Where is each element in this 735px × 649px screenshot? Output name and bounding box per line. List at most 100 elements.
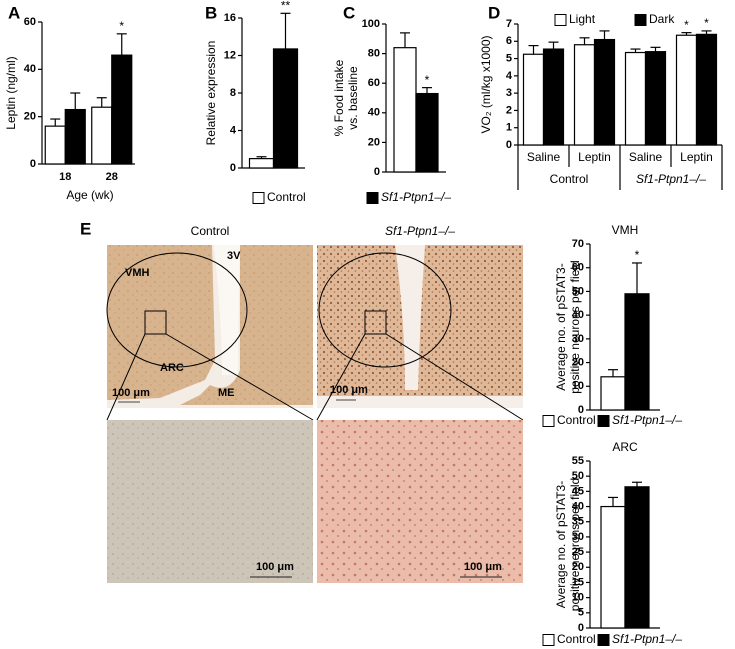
y-tick-label: 1: [506, 122, 512, 134]
y-tick-label: 0: [506, 139, 512, 151]
y-tick-label: 20: [572, 356, 584, 368]
y-tick-label: 4: [230, 124, 237, 136]
y-axis-label: Leptin (ng/ml): [4, 56, 18, 129]
y-tick-label: 40: [24, 63, 36, 75]
legend-swatch: [542, 415, 555, 427]
bar: [600, 376, 626, 411]
x-tick-label: 18: [59, 171, 71, 183]
x-tick-label: Leptin: [578, 150, 611, 164]
bar: [600, 505, 626, 629]
scale-label: 100 μm: [112, 387, 150, 399]
y-tick-label: 60: [572, 262, 584, 274]
panel-label: E: [80, 219, 91, 238]
legend-swatch: [366, 192, 379, 204]
region-label: ARC: [160, 362, 184, 374]
group-label: Sf1-Ptpn1–/–: [636, 172, 706, 186]
x-tick-label: Saline: [527, 150, 561, 164]
bar: [415, 92, 439, 173]
region-outline: [318, 252, 452, 368]
y-tick-label: 8: [230, 87, 236, 99]
significance: **: [281, 0, 291, 12]
scale-label: 100 μm: [330, 384, 368, 396]
y-tick-label: 80: [368, 48, 380, 60]
region-label: ME: [218, 387, 235, 399]
x-tick-label: 28: [106, 171, 118, 183]
legend-label: Sf1-Ptpn1–/–: [381, 190, 451, 204]
legend-swatch: [597, 634, 610, 646]
y-tick-label: 30: [572, 333, 584, 345]
x-axis-label: Age (wk): [66, 188, 113, 202]
micrograph-texture: [317, 420, 523, 583]
y-axis-label: % Food intake: [332, 59, 346, 136]
bar: [573, 44, 596, 146]
y-tick-label: 70: [572, 238, 584, 250]
chart-title: ARC: [612, 440, 638, 454]
y-tick-label: 40: [368, 107, 380, 119]
zoom-box: [364, 310, 387, 335]
legend-label: Dark: [649, 12, 675, 26]
y-axis-label: Relative expression: [204, 41, 218, 146]
bar: [542, 48, 565, 146]
legend-label: Sf1-Ptpn1–/–: [612, 413, 682, 427]
y-tick-label: 15: [572, 576, 584, 588]
bar: [393, 47, 417, 173]
region-label: 3V: [227, 250, 241, 262]
bar: [695, 33, 718, 146]
bar: [44, 125, 66, 165]
scale-label: 100 μm: [464, 561, 502, 573]
ventricle: [107, 245, 313, 408]
y-tick-label: 25: [572, 546, 584, 558]
y-tick-label: 16: [224, 12, 236, 24]
bar: [624, 51, 647, 146]
y-tick-label: 5: [506, 52, 512, 64]
y-tick-label: 60: [368, 77, 380, 89]
panel-label: A: [8, 3, 20, 22]
y-tick-label: 10: [572, 380, 584, 392]
legend-swatch: [634, 14, 647, 26]
y-tick-label: 50: [572, 285, 584, 297]
significance: *: [635, 248, 640, 262]
zoom-line: [106, 333, 146, 421]
zoom-box: [144, 310, 167, 335]
y-tick-label: 100: [362, 18, 380, 30]
zoom-line: [165, 333, 314, 421]
bar: [522, 53, 545, 146]
y-tick-label: 45: [572, 485, 584, 497]
legend-label: Control: [557, 632, 596, 646]
panel-label: C: [343, 3, 355, 22]
legend-swatch: [252, 192, 265, 204]
y-tick-label: 3: [506, 87, 512, 99]
y-tick-label: 0: [374, 166, 380, 178]
ventricle: [214, 245, 240, 375]
y-tick-label: 40: [572, 500, 584, 512]
y-axis-label: Average no. of pSTAT3-: [554, 481, 568, 608]
image-title: Control: [191, 224, 230, 238]
y-tick-label: 6: [506, 35, 512, 47]
bar: [624, 293, 650, 411]
y-axis-label: positive neurons per field: [568, 478, 582, 611]
y-tick-label: 12: [224, 49, 236, 61]
bar: [91, 106, 113, 165]
significance: *: [684, 18, 689, 32]
panel-label: D: [488, 3, 500, 22]
bar: [593, 38, 616, 146]
legend-label: Sf1-Ptpn1–/–: [612, 632, 682, 646]
zoom-line: [316, 333, 366, 421]
y-tick-label: 5: [578, 607, 584, 619]
legend-label: Control: [267, 190, 306, 204]
micrograph-texture: [107, 420, 313, 583]
legend-swatch: [554, 14, 567, 26]
bar: [248, 158, 275, 169]
micrographs: Control Sf1-Ptpn1–/– 3V VMH ARC ME 100 μ…: [106, 224, 524, 583]
y-tick-label: 30: [572, 531, 584, 543]
y-tick-label: 60: [24, 16, 36, 28]
bar: [644, 51, 667, 146]
significance: *: [425, 73, 430, 87]
legend-label: Light: [569, 12, 596, 26]
zoom-line: [385, 333, 524, 421]
y-axis-label: vs. baseline: [346, 66, 360, 130]
chart-title: VMH: [612, 223, 639, 237]
bar: [64, 108, 86, 165]
bar: [675, 34, 698, 146]
